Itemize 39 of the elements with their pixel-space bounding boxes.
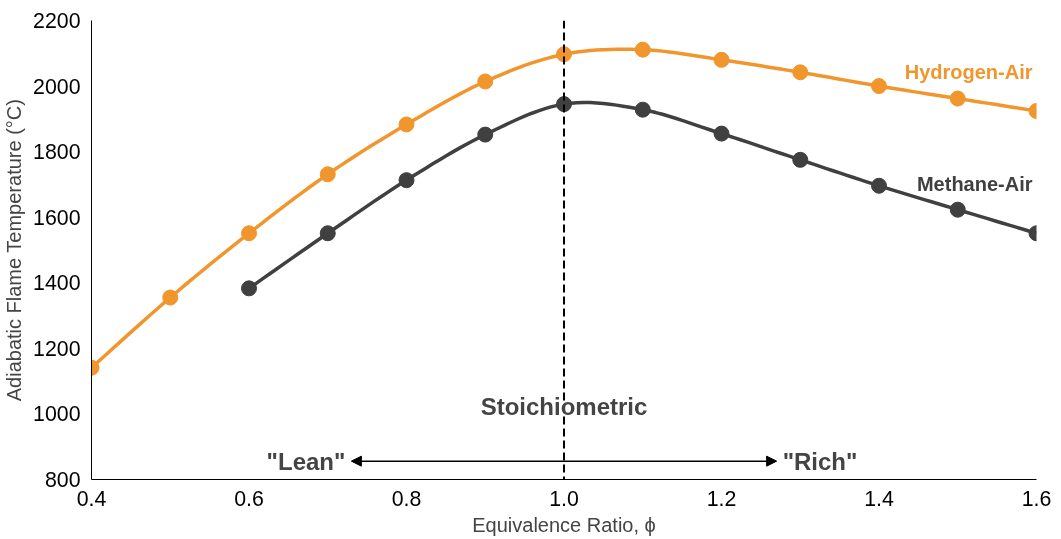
point <box>713 125 730 142</box>
point <box>713 51 730 68</box>
y-tick-label: 1800 <box>33 140 81 165</box>
annotation: "Rich" <box>782 447 858 475</box>
point <box>319 225 336 242</box>
series-label: Methane-Air <box>916 173 1033 196</box>
point <box>634 101 651 118</box>
point <box>241 225 257 242</box>
series-label: Hydrogen-Air <box>904 60 1033 83</box>
point <box>477 73 494 90</box>
x-tick-label: 0.6 <box>234 486 264 511</box>
point <box>398 172 415 189</box>
point <box>871 177 887 194</box>
x-tick-label: 0.8 <box>391 486 422 511</box>
x-tick-label: 1.6 <box>1021 486 1052 511</box>
x-tick-label: 1.0 <box>549 486 579 511</box>
y-tick-label: 1600 <box>33 205 81 230</box>
y-axis-title: Adiabatic Flame Temperature (°C) <box>3 99 26 402</box>
x-axis-title: Equivalence Ratio, ϕ <box>472 513 656 536</box>
point <box>477 126 494 143</box>
x-tick-label: 1.2 <box>706 486 737 511</box>
point <box>398 116 415 133</box>
y-tick-label: 2000 <box>33 74 81 99</box>
y-tick-label: 2200 <box>33 9 81 33</box>
point <box>792 64 809 81</box>
ref-line-label: Stoichiometric <box>480 392 648 420</box>
point <box>792 151 809 168</box>
point <box>162 289 179 306</box>
y-tick-label: 1000 <box>33 402 81 427</box>
point <box>634 41 651 58</box>
annotation: "Lean" <box>266 447 346 475</box>
point <box>319 166 336 183</box>
point <box>241 280 257 297</box>
x-tick-label: 1.4 <box>864 486 894 511</box>
point <box>949 201 966 218</box>
point <box>871 78 887 95</box>
y-tick-label: 1200 <box>33 336 81 361</box>
point <box>949 90 966 107</box>
y-tick-label: 1400 <box>33 271 81 296</box>
